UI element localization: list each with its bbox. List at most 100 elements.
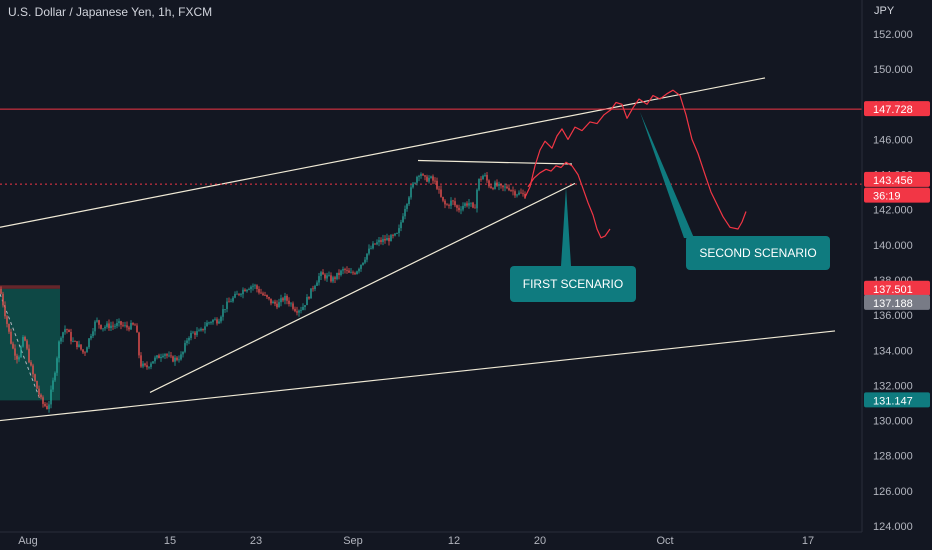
candle-body: [188, 337, 190, 341]
candle-body: [184, 343, 186, 352]
candle-body: [436, 180, 438, 189]
candle-body: [130, 322, 132, 330]
local-top-line: [417, 159, 573, 165]
candle-body: [342, 269, 344, 271]
candle-body: [152, 361, 154, 364]
candle-body: [302, 306, 304, 311]
candle-body: [90, 335, 92, 339]
candle-body: [200, 328, 202, 331]
price-badge-label: 131.147: [873, 395, 913, 407]
candle-body: [222, 309, 224, 317]
candle-body: [446, 204, 448, 206]
candle-body: [224, 308, 226, 310]
candle-body: [244, 289, 246, 292]
candle-body: [406, 203, 408, 210]
candle-body: [422, 174, 424, 176]
candle-body: [414, 182, 416, 184]
candle-body: [368, 248, 370, 254]
candle-body: [180, 354, 182, 360]
candle-body: [70, 332, 72, 342]
candle-body: [372, 243, 374, 249]
candle-body: [328, 275, 330, 277]
candlestick-series: [0, 172, 526, 413]
candle-body: [80, 344, 82, 350]
candle-body: [400, 222, 402, 229]
candle-body: [206, 322, 208, 327]
candle-body: [58, 341, 60, 359]
candle-body: [202, 328, 204, 330]
candle-body: [282, 298, 284, 301]
candle-body: [416, 176, 418, 183]
candle-body: [346, 269, 348, 271]
y-tick-label: 134.000: [873, 345, 913, 357]
candle-body: [46, 405, 48, 410]
candle-body: [404, 209, 406, 217]
candle-body: [122, 324, 124, 326]
candle-body: [0, 288, 2, 294]
candle-body: [2, 293, 4, 306]
candle-body: [110, 325, 112, 329]
y-tick-label: 130.000: [873, 416, 913, 428]
candle-body: [306, 297, 308, 306]
candle-body: [48, 404, 50, 410]
candle-body: [364, 259, 366, 263]
candle-body: [454, 201, 456, 206]
candle-body: [124, 325, 126, 327]
candle-body: [280, 298, 282, 303]
candle-body: [332, 277, 334, 282]
candle-body: [474, 207, 476, 209]
second-scenario-path: [527, 161, 611, 239]
candle-body: [32, 365, 34, 375]
x-tick-label: Aug: [18, 535, 38, 547]
candle-body: [250, 286, 252, 290]
candle-body: [142, 363, 144, 367]
candle-body: [482, 175, 484, 180]
candle-body: [352, 272, 354, 274]
candle-body: [464, 203, 466, 206]
candle-body: [246, 289, 248, 292]
candle-body: [298, 310, 300, 313]
candle-body: [272, 301, 274, 304]
position-box: [0, 285, 60, 401]
candle-body: [196, 331, 198, 335]
candle-body: [322, 272, 324, 275]
time-axis[interactable]: Aug 15 23 Sep 12 20 Oct 17: [0, 531, 862, 547]
price-badge: [864, 392, 930, 408]
candle-body: [370, 248, 372, 250]
candle-body: [164, 354, 166, 356]
candle-body: [510, 190, 512, 192]
candle-body: [238, 293, 240, 295]
price-axis[interactable]: 152.000150.000148.000146.000144.000142.0…: [861, 0, 913, 533]
candle-body: [104, 326, 106, 329]
candle-body: [518, 192, 520, 195]
candle-body: [108, 323, 110, 329]
candle-body: [150, 363, 152, 367]
candle-body: [340, 270, 342, 275]
candle-body: [336, 272, 338, 279]
candle-body: [216, 319, 218, 324]
candle-body: [450, 200, 452, 206]
candle-body: [76, 341, 78, 348]
candle-body: [384, 238, 386, 241]
candle-body: [112, 325, 114, 327]
candle-body: [338, 272, 340, 275]
y-tick-label: 132.000: [873, 380, 913, 392]
y-tick-label: 150.000: [873, 64, 913, 76]
price-badge-label: 137.188: [873, 298, 913, 310]
price-badge: [864, 294, 930, 310]
x-tick-label: Sep: [343, 535, 363, 547]
x-tick-label: 15: [164, 535, 176, 547]
price-badge: [864, 171, 930, 187]
candle-body: [514, 191, 516, 196]
candle-body: [84, 352, 86, 354]
candle-body: [88, 338, 90, 348]
first-scenario-path: [524, 89, 747, 230]
candle-body: [30, 362, 32, 366]
candle-body: [16, 355, 18, 360]
price-badge-label: 36:19: [873, 191, 901, 203]
candle-body: [226, 301, 228, 309]
candle-body: [36, 380, 38, 389]
candle-body: [396, 233, 398, 234]
candle-body: [360, 264, 362, 269]
